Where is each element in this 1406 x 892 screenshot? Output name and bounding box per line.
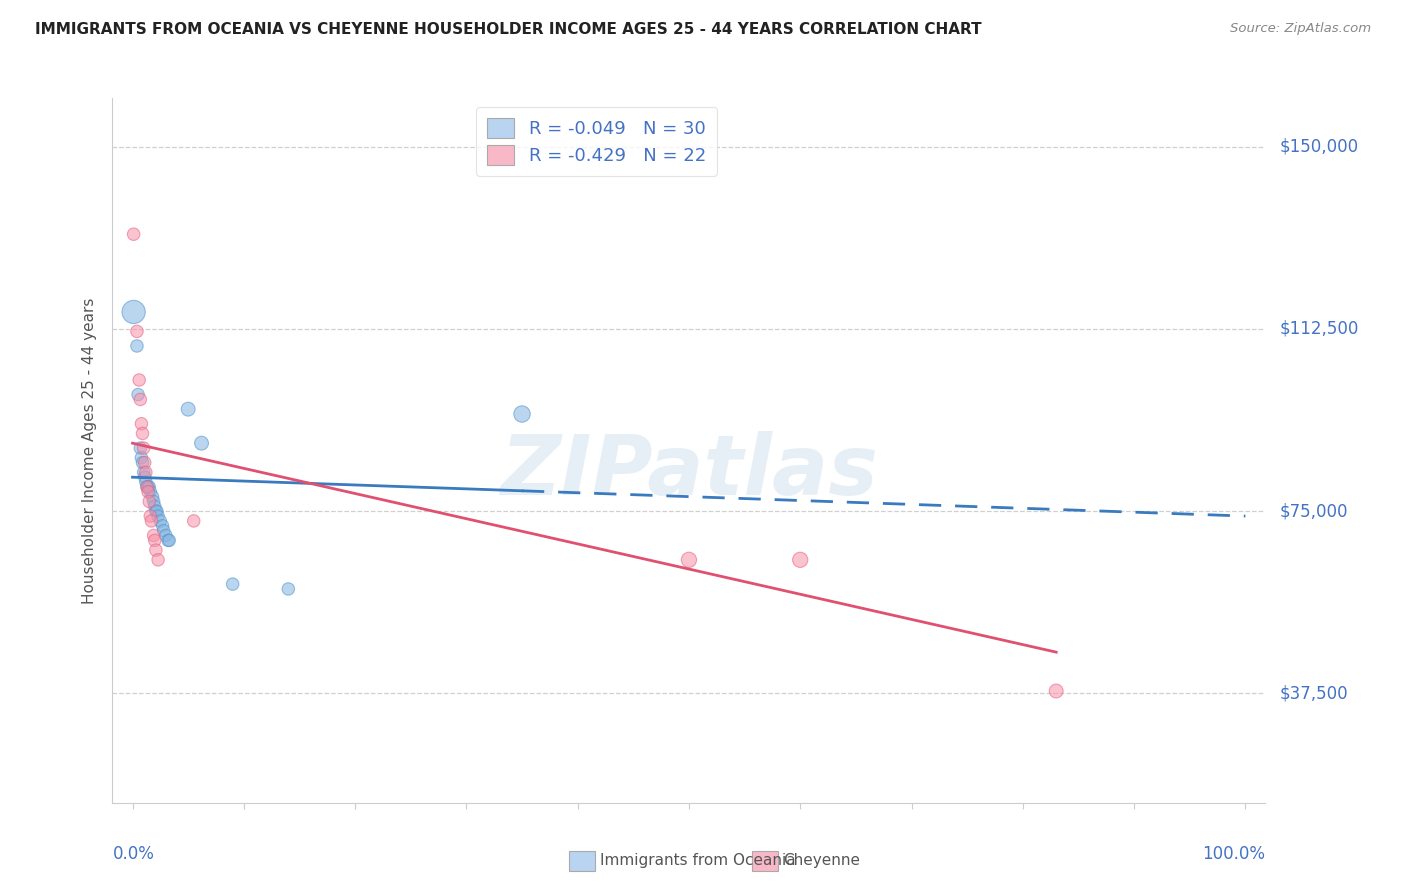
Point	[139, 484, 162, 499]
Point	[125, 325, 148, 339]
Point	[131, 417, 153, 431]
Point	[183, 514, 205, 528]
Text: $112,500: $112,500	[1279, 320, 1358, 338]
Y-axis label: Householder Income Ages 25 - 44 years: Householder Income Ages 25 - 44 years	[82, 297, 97, 604]
Point	[146, 504, 169, 518]
Point	[143, 533, 166, 548]
Point	[146, 553, 169, 567]
Point	[155, 528, 177, 542]
Text: 0.0%: 0.0%	[112, 845, 155, 863]
Point	[143, 500, 166, 514]
Point	[129, 392, 152, 407]
Point	[145, 543, 167, 558]
Text: ZIPatlas: ZIPatlas	[501, 431, 877, 512]
Text: $75,000: $75,000	[1279, 502, 1348, 520]
Point	[131, 450, 153, 465]
Point	[149, 514, 172, 528]
Point	[190, 436, 212, 450]
Point	[141, 490, 163, 504]
Point	[142, 528, 165, 542]
Point	[127, 387, 149, 401]
Point	[134, 456, 156, 470]
Point	[277, 582, 299, 596]
Point	[136, 484, 159, 499]
Point	[131, 456, 153, 470]
Point	[678, 553, 700, 567]
Point	[789, 553, 811, 567]
Point	[122, 305, 145, 319]
Point	[177, 402, 200, 417]
Text: IMMIGRANTS FROM OCEANIA VS CHEYENNE HOUSEHOLDER INCOME AGES 25 - 44 YEARS CORREL: IMMIGRANTS FROM OCEANIA VS CHEYENNE HOUS…	[35, 22, 981, 37]
Text: 100.0%: 100.0%	[1202, 845, 1265, 863]
Point	[142, 494, 165, 508]
Point	[136, 480, 159, 494]
Point	[141, 514, 163, 528]
Legend: R = -0.049   N = 30, R = -0.429   N = 22: R = -0.049 N = 30, R = -0.429 N = 22	[477, 107, 717, 176]
Point	[510, 407, 533, 421]
Point	[157, 533, 180, 548]
Point	[152, 518, 174, 533]
Point	[122, 227, 145, 242]
Point	[135, 466, 157, 480]
Point	[157, 533, 180, 548]
Text: $37,500: $37,500	[1279, 684, 1348, 703]
Point	[152, 524, 174, 538]
Point	[134, 470, 156, 484]
Point	[125, 339, 148, 353]
Point	[1045, 684, 1067, 698]
Point	[138, 494, 160, 508]
Point	[139, 509, 162, 524]
Point	[136, 480, 159, 494]
Text: Immigrants from Oceania: Immigrants from Oceania	[600, 854, 796, 868]
Point	[132, 441, 155, 455]
Point	[138, 480, 160, 494]
Point	[221, 577, 243, 591]
Point	[131, 426, 153, 441]
Point	[146, 509, 169, 524]
Point	[145, 504, 167, 518]
Point	[128, 373, 150, 387]
Point	[136, 480, 159, 494]
Point	[132, 466, 155, 480]
Point	[135, 475, 157, 489]
Text: Cheyenne: Cheyenne	[783, 854, 860, 868]
Text: $150,000: $150,000	[1279, 137, 1358, 156]
Text: Source: ZipAtlas.com: Source: ZipAtlas.com	[1230, 22, 1371, 36]
Point	[129, 441, 152, 455]
